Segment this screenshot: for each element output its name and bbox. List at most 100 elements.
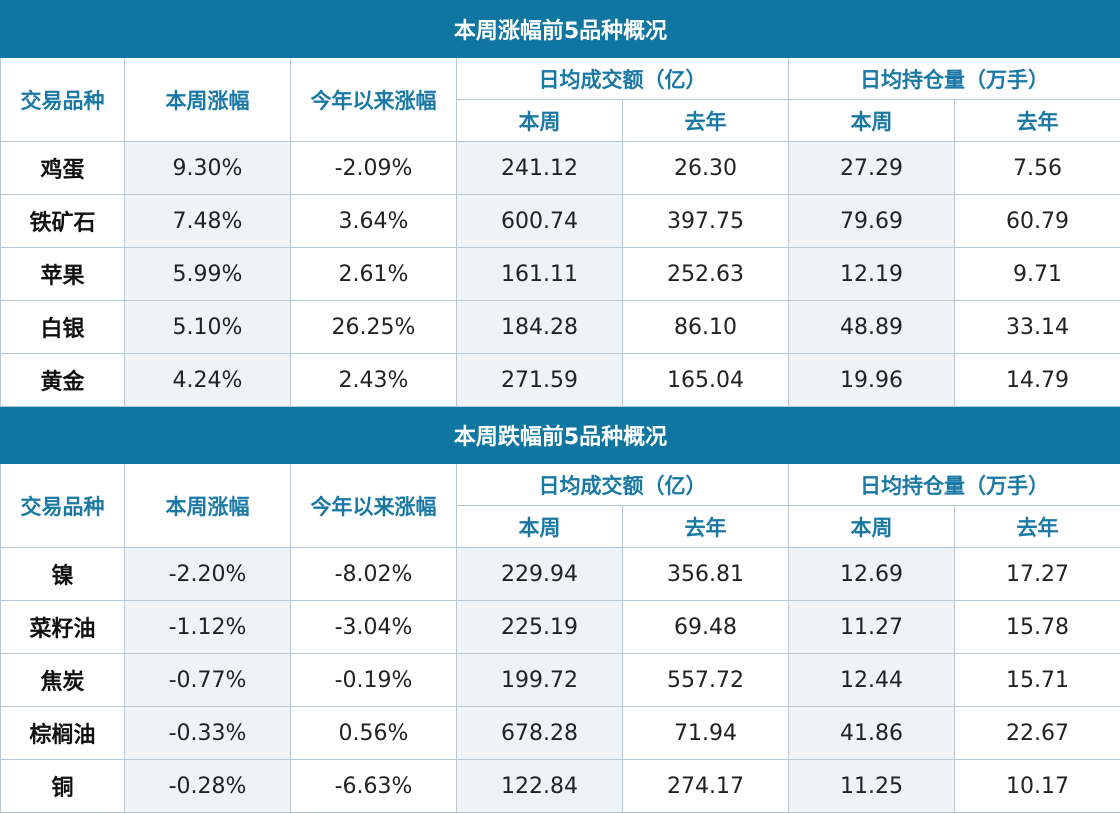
cell-oi-week: 11.27 [789, 601, 955, 654]
cell-oi-last: 14.79 [955, 354, 1120, 407]
header-volume-this-week: 本周 [457, 100, 623, 142]
cell-oi-week: 19.96 [789, 354, 955, 407]
cell-oi-last: 17.27 [955, 548, 1120, 601]
variety-name: 棕榈油 [1, 707, 125, 760]
header-avg-open-interest: 日均持仓量（万手） [789, 58, 1120, 100]
cell-ytd: -6.63% [291, 760, 457, 813]
cell-vol-week: 199.72 [457, 654, 623, 707]
variety-name: 铁矿石 [1, 195, 125, 248]
header-avg-open-interest: 日均持仓量（万手） [789, 464, 1120, 506]
cell-oi-week: 79.69 [789, 195, 955, 248]
variety-name: 菜籽油 [1, 601, 125, 654]
cell-weekly: -2.20% [125, 548, 291, 601]
cell-ytd: 2.43% [291, 354, 457, 407]
cell-weekly: 9.30% [125, 142, 291, 195]
cell-oi-week: 12.44 [789, 654, 955, 707]
cell-vol-last: 71.94 [623, 707, 789, 760]
cell-oi-last: 22.67 [955, 707, 1120, 760]
cell-vol-week: 184.28 [457, 301, 623, 354]
cell-ytd: -8.02% [291, 548, 457, 601]
header-volume-this-week: 本周 [457, 506, 623, 548]
cell-vol-last: 557.72 [623, 654, 789, 707]
header-weekly-change: 本周涨幅 [125, 58, 291, 142]
header-ytd-change: 今年以来涨幅 [291, 464, 457, 548]
cell-ytd: 2.61% [291, 248, 457, 301]
cell-vol-week: 678.28 [457, 707, 623, 760]
header-volume-last-year: 去年 [623, 506, 789, 548]
header-avg-volume: 日均成交额（亿） [457, 58, 789, 100]
section-title-row: 本周跌幅前5品种概况 [1, 407, 1120, 464]
cell-vol-week: 241.12 [457, 142, 623, 195]
cell-oi-last: 33.14 [955, 301, 1120, 354]
header-oi-last-year: 去年 [955, 506, 1120, 548]
cell-vol-last: 86.10 [623, 301, 789, 354]
cell-weekly: 5.99% [125, 248, 291, 301]
cell-vol-last: 397.75 [623, 195, 789, 248]
cell-ytd: -3.04% [291, 601, 457, 654]
header-volume-last-year: 去年 [623, 100, 789, 142]
header-oi-this-week: 本周 [789, 506, 955, 548]
variety-name: 白银 [1, 301, 125, 354]
cell-ytd: -2.09% [291, 142, 457, 195]
cell-weekly: 7.48% [125, 195, 291, 248]
header-row-primary: 交易品种本周涨幅今年以来涨幅日均成交额（亿）日均持仓量（万手） [1, 464, 1120, 506]
cell-oi-week: 12.19 [789, 248, 955, 301]
cell-vol-last: 165.04 [623, 354, 789, 407]
cell-vol-last: 252.63 [623, 248, 789, 301]
cell-ytd: 26.25% [291, 301, 457, 354]
cell-weekly: -0.33% [125, 707, 291, 760]
cell-oi-last: 15.78 [955, 601, 1120, 654]
cell-oi-last: 9.71 [955, 248, 1120, 301]
cell-vol-last: 26.30 [623, 142, 789, 195]
variety-name: 黄金 [1, 354, 125, 407]
header-oi-last-year: 去年 [955, 100, 1120, 142]
header-weekly-change: 本周涨幅 [125, 464, 291, 548]
cell-weekly: -1.12% [125, 601, 291, 654]
cell-oi-week: 48.89 [789, 301, 955, 354]
cell-vol-week: 600.74 [457, 195, 623, 248]
cell-vol-last: 274.17 [623, 760, 789, 813]
cell-weekly: -0.77% [125, 654, 291, 707]
variety-name: 铜 [1, 760, 125, 813]
cell-vol-last: 69.48 [623, 601, 789, 654]
cell-ytd: 0.56% [291, 707, 457, 760]
header-oi-this-week: 本周 [789, 100, 955, 142]
cell-ytd: -0.19% [291, 654, 457, 707]
cell-oi-week: 27.29 [789, 142, 955, 195]
section-title: 本周涨幅前5品种概况 [1, 1, 1120, 58]
variety-name: 苹果 [1, 248, 125, 301]
cell-vol-week: 271.59 [457, 354, 623, 407]
cell-vol-last: 356.81 [623, 548, 789, 601]
cell-weekly: -0.28% [125, 760, 291, 813]
cell-vol-week: 225.19 [457, 601, 623, 654]
section-title-row: 本周涨幅前5品种概况 [1, 1, 1120, 58]
header-variety: 交易品种 [1, 58, 125, 142]
header-ytd-change: 今年以来涨幅 [291, 58, 457, 142]
header-row-primary: 交易品种本周涨幅今年以来涨幅日均成交额（亿）日均持仓量（万手） [1, 58, 1120, 100]
variety-name: 焦炭 [1, 654, 125, 707]
cell-weekly: 5.10% [125, 301, 291, 354]
cell-ytd: 3.64% [291, 195, 457, 248]
cell-oi-week: 12.69 [789, 548, 955, 601]
cell-oi-last: 7.56 [955, 142, 1120, 195]
cell-oi-last: 10.17 [955, 760, 1120, 813]
variety-name: 镍 [1, 548, 125, 601]
cell-vol-week: 229.94 [457, 548, 623, 601]
cell-oi-week: 11.25 [789, 760, 955, 813]
header-variety: 交易品种 [1, 464, 125, 548]
cell-oi-last: 15.71 [955, 654, 1120, 707]
cell-weekly: 4.24% [125, 354, 291, 407]
cell-vol-week: 161.11 [457, 248, 623, 301]
